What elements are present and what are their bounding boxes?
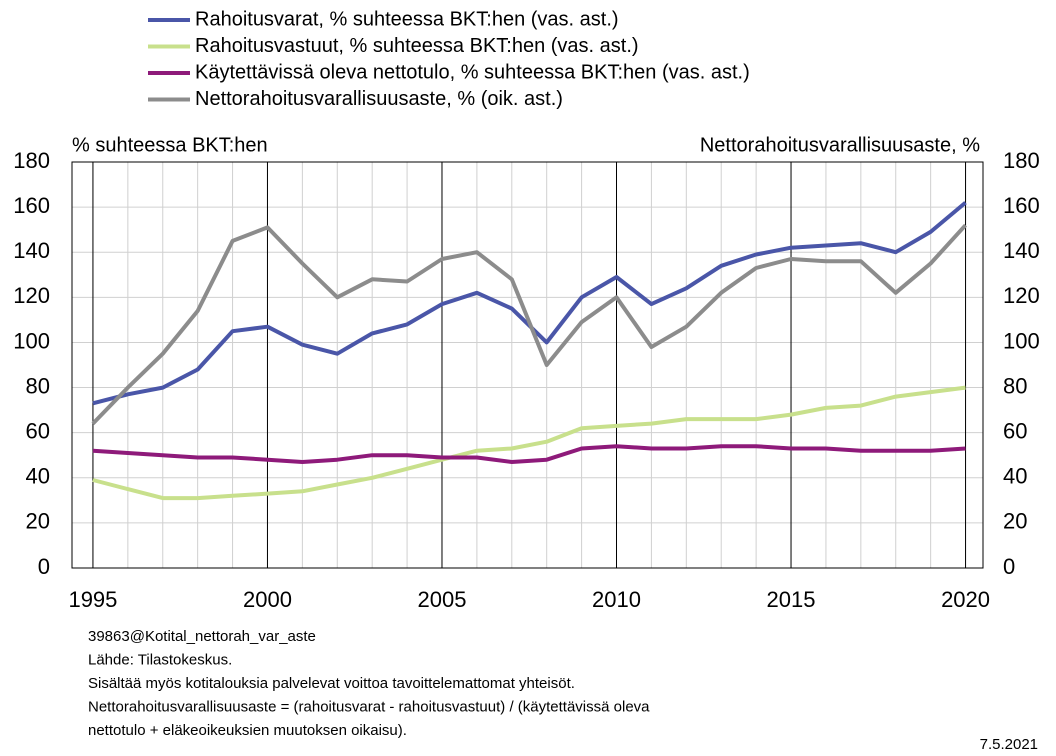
series-line xyxy=(92,201,967,406)
x-tick-label: 2015 xyxy=(767,587,816,612)
legend-label: Nettorahoitusvarallisuusaste, % (oik. as… xyxy=(195,88,563,110)
y2-tick-label: 100 xyxy=(1003,328,1040,353)
x-tick-label: 2000 xyxy=(243,587,292,612)
y2-tick-label: 80 xyxy=(1003,373,1027,398)
y2-tick-label: 160 xyxy=(1003,193,1040,218)
y-tick-label: 180 xyxy=(13,148,50,173)
plot-frame xyxy=(71,161,984,569)
y-tick-label: 0 xyxy=(38,554,50,579)
y2-tick-label: 180 xyxy=(1003,148,1040,173)
footnote: nettotulo + eläkeoikeuksien muutoksen oi… xyxy=(88,722,407,739)
x-tick-label: 2020 xyxy=(941,587,990,612)
footnote: 39863@Kotital_nettorah_var_aste xyxy=(88,628,316,645)
footnote: Lähde: Tilastokeskus. xyxy=(88,651,232,668)
legend-label: Käytettävissä oleva nettotulo, % suhtees… xyxy=(195,61,750,83)
legend-label: Rahoitusvarat, % suhteessa BKT:hen (vas.… xyxy=(195,8,619,30)
y2-tick-label: 0 xyxy=(1003,554,1015,579)
x-tick-label: 2010 xyxy=(592,587,641,612)
y-tick-label: 140 xyxy=(13,238,50,263)
footnote: Nettorahoitusvarallisuusaste = (rahoitus… xyxy=(88,698,650,715)
y2-tick-label: 20 xyxy=(1003,509,1027,534)
y-tick-label: 40 xyxy=(26,464,50,489)
y2-axis-title: Nettorahoitusvarallisuusaste, % xyxy=(700,134,980,156)
series-line xyxy=(92,444,966,464)
y2-tick-label: 120 xyxy=(1003,283,1040,308)
y-axis-title: % suhteessa BKT:hen xyxy=(72,134,268,156)
y2-tick-label: 40 xyxy=(1003,464,1027,489)
x-tick-label: 2005 xyxy=(418,587,467,612)
footnote: Sisältää myös kotitalouksia palvelevat v… xyxy=(88,675,575,692)
series-line xyxy=(91,223,967,425)
y-tick-label: 80 xyxy=(26,373,50,398)
legend-label: Rahoitusvastuut, % suhteessa BKT:hen (va… xyxy=(195,35,639,57)
y-tick-label: 160 xyxy=(13,193,50,218)
y2-tick-label: 60 xyxy=(1003,418,1027,443)
x-tick-label: 1995 xyxy=(68,587,117,612)
y2-tick-label: 140 xyxy=(1003,238,1040,263)
y-tick-label: 120 xyxy=(13,283,50,308)
series-line xyxy=(92,385,966,501)
y-tick-label: 60 xyxy=(26,418,50,443)
date: 7.5.2021 xyxy=(980,736,1038,753)
y-tick-label: 100 xyxy=(13,328,50,353)
y-tick-label: 20 xyxy=(26,509,50,534)
